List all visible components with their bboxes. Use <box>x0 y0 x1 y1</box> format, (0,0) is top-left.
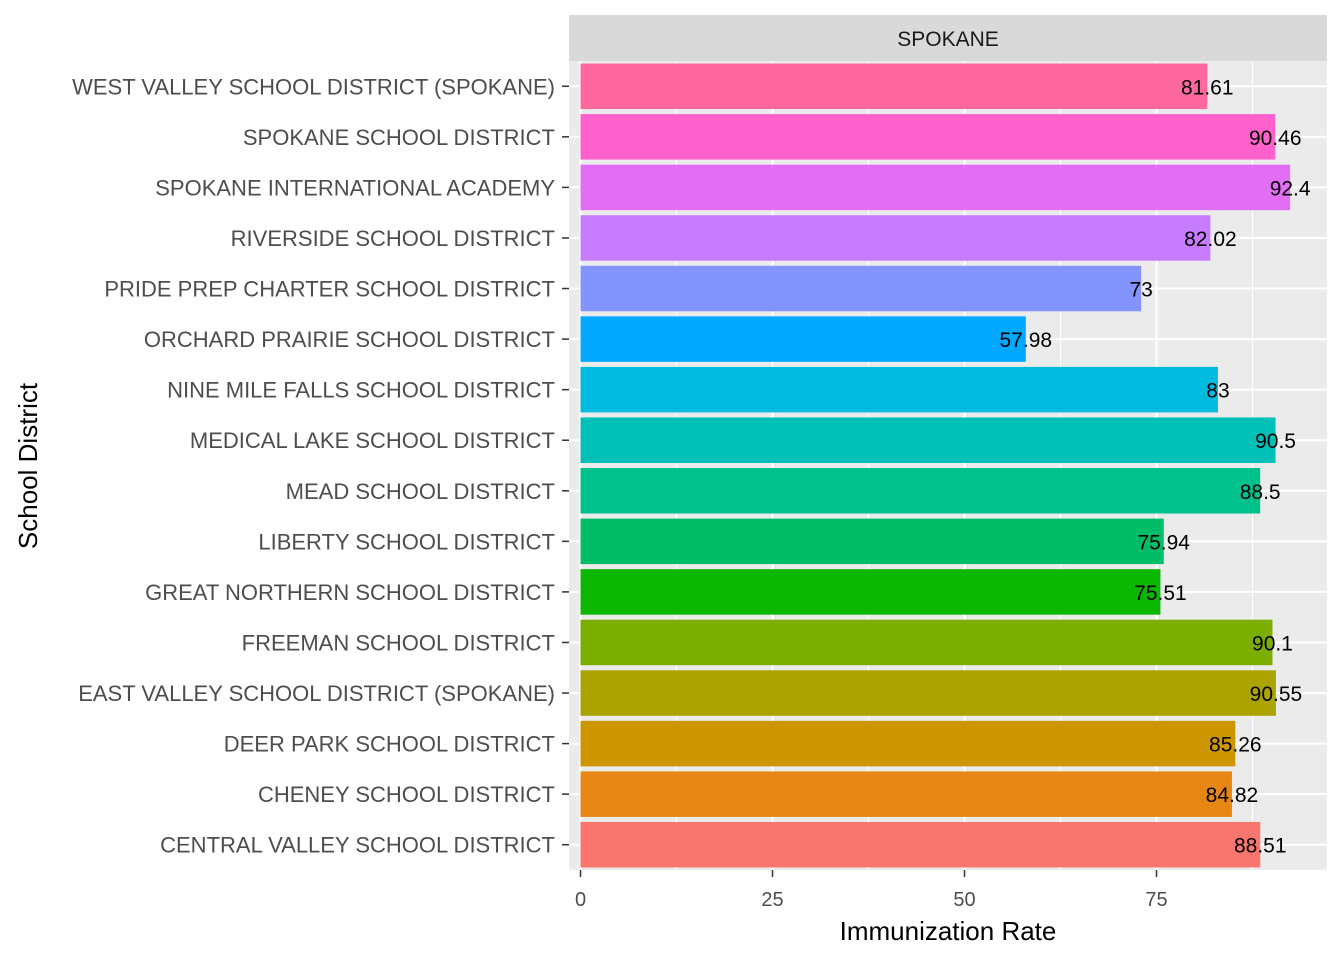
bar-value-label: 82.02 <box>1184 228 1237 251</box>
bar <box>580 164 1291 211</box>
bar-value-label: 81.61 <box>1181 76 1234 99</box>
data-labels: 81.61 90.46 92.4 82.02 73 57.98 83 90.5 88.5 75.9… <box>1000 76 1311 857</box>
bar <box>580 63 1208 110</box>
bar-value-label: 88.51 <box>1234 835 1287 858</box>
bar <box>580 821 1261 868</box>
bar-value-label: 90.1 <box>1252 632 1293 655</box>
bar <box>580 114 1276 160</box>
facet-strip-label: SPOKANE <box>897 28 999 51</box>
bar-value-label: 90.55 <box>1250 683 1303 706</box>
y-axis-title: School District <box>13 382 43 549</box>
y-tick-label: FREEMAN SCHOOL DISTRICT <box>242 630 555 655</box>
y-tick-label: PRIDE PREP CHARTER SCHOOL DISTRICT <box>104 277 555 302</box>
bar <box>580 619 1273 666</box>
x-tick-label: 25 <box>761 889 783 911</box>
bar-value-label: 92.4 <box>1270 177 1311 200</box>
bar-value-label: 85.26 <box>1209 734 1262 757</box>
bar <box>580 265 1142 312</box>
y-tick-label: GREAT NORTHERN SCHOOL DISTRICT <box>145 580 555 605</box>
facet-strip <box>569 15 1327 61</box>
y-tick-label: NINE MILE FALLS SCHOOL DISTRICT <box>167 378 555 403</box>
x-tick-label: 50 <box>953 889 975 911</box>
y-tick-label: MEDICAL LAKE SCHOOL DISTRICT <box>190 428 555 453</box>
y-tick-label: MEAD SCHOOL DISTRICT <box>286 479 555 504</box>
bar-value-label: 75.94 <box>1137 531 1190 554</box>
bar-value-label: 57.98 <box>1000 329 1053 352</box>
y-tick-label: WEST VALLEY SCHOOL DISTRICT (SPOKANE) <box>72 74 555 99</box>
bar-value-label: 88.5 <box>1240 481 1281 504</box>
y-tick-label: EAST VALLEY SCHOOL DISTRICT (SPOKANE) <box>78 681 555 706</box>
y-tick-label: CHENEY SCHOOL DISTRICT <box>258 782 555 807</box>
bar-value-label: 90.5 <box>1255 430 1296 453</box>
y-tick-label: ORCHARD PRAIRIE SCHOOL DISTRICT <box>144 327 555 352</box>
bar-value-label: 90.46 <box>1249 127 1302 150</box>
y-tick-label: DEER PARK SCHOOL DISTRICT <box>224 732 555 757</box>
bar <box>580 215 1211 261</box>
x-axis: 0 25 50 75 <box>575 870 1168 911</box>
y-tick-label: RIVERSIDE SCHOOL DISTRICT <box>231 226 555 251</box>
x-axis-title: Immunization Rate <box>840 916 1057 946</box>
bar <box>580 366 1218 413</box>
bar-value-label: 83 <box>1206 380 1229 403</box>
bar <box>580 569 1161 615</box>
y-axis: WEST VALLEY SCHOOL DISTRICT (SPOKANE) SPO… <box>72 74 569 858</box>
bar <box>580 417 1276 463</box>
x-tick-label: 75 <box>1145 889 1167 911</box>
bar <box>580 316 1026 362</box>
bar-value-label: 75.51 <box>1134 582 1187 605</box>
x-tick-label: 0 <box>575 889 586 911</box>
bar <box>580 771 1232 817</box>
y-tick-label: CENTRAL VALLEY SCHOOL DISTRICT <box>160 833 555 858</box>
bar <box>580 670 1276 716</box>
bars <box>580 63 1291 868</box>
bar <box>580 720 1236 767</box>
bar <box>580 518 1164 565</box>
y-tick-label: SPOKANE INTERNATIONAL ACADEMY <box>155 175 555 200</box>
bar <box>580 468 1261 514</box>
bar-value-label: 73 <box>1129 279 1152 302</box>
y-tick-label: LIBERTY SCHOOL DISTRICT <box>258 529 555 554</box>
y-tick-label: SPOKANE SCHOOL DISTRICT <box>243 125 555 150</box>
bar-value-label: 84.82 <box>1206 784 1259 807</box>
